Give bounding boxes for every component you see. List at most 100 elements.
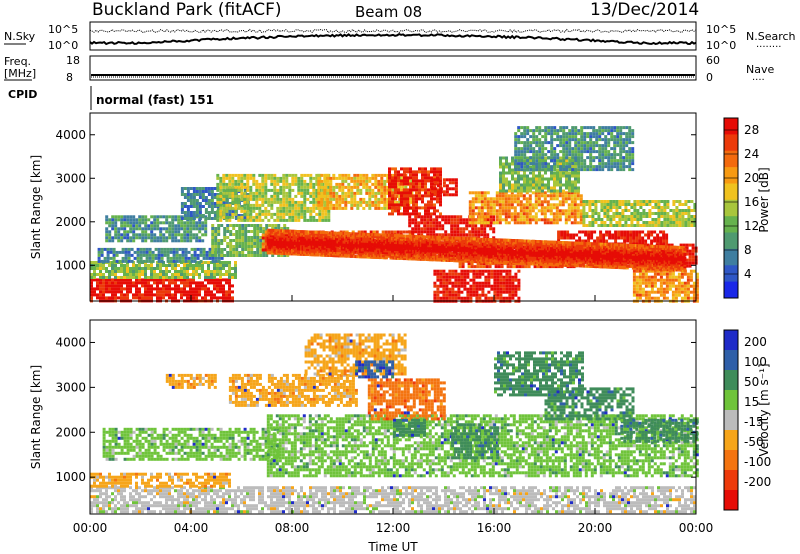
heatmap-cell	[214, 233, 217, 236]
heatmap-cell	[111, 284, 114, 287]
heatmap-cell	[312, 204, 315, 207]
heatmap-cell	[96, 284, 99, 287]
heatmap-cell	[99, 281, 102, 284]
heatmap-cell	[291, 204, 294, 207]
heatmap-cell	[159, 221, 162, 224]
heatmap-cell	[403, 194, 406, 197]
heatmap-cell	[105, 236, 108, 239]
heatmap-cell	[415, 212, 418, 215]
heatmap-cell	[232, 239, 235, 242]
heatmap-cell	[362, 183, 365, 186]
heatmap-cell	[270, 213, 273, 216]
heatmap-cell	[394, 179, 397, 182]
heatmap-cell	[244, 233, 247, 236]
heatmap-cell	[150, 267, 153, 270]
heatmap-cell	[285, 198, 288, 201]
heatmap-cell	[347, 201, 350, 204]
heatmap-cell	[168, 284, 171, 287]
heatmap-cell	[171, 264, 174, 267]
heatmap-cell	[141, 267, 144, 270]
heatmap-cell	[159, 264, 162, 267]
heatmap-cell	[199, 202, 202, 205]
heatmap-cell	[129, 218, 132, 221]
heatmap-cell	[192, 293, 195, 296]
heatmap-cell	[208, 199, 211, 202]
heatmap-cell	[205, 190, 208, 193]
heatmap-cell	[177, 287, 180, 290]
frequency-panel-frame	[90, 56, 696, 80]
heatmap-cell	[433, 273, 436, 276]
heatmap-cell	[225, 296, 228, 299]
heatmap-cell	[317, 201, 320, 204]
heatmap-cell	[347, 195, 350, 198]
heatmap-cell	[315, 219, 318, 222]
heatmap-cell	[279, 180, 282, 183]
heatmap-cell	[456, 233, 459, 236]
heatmap-cell	[456, 218, 459, 221]
heatmap-cell	[132, 230, 135, 233]
heatmap-cell	[486, 224, 489, 227]
heatmap-cell	[256, 251, 259, 254]
heatmap-cell	[388, 212, 391, 215]
heatmap-cell	[143, 254, 146, 257]
heatmap-cell	[253, 239, 256, 242]
heatmap-cell	[400, 212, 403, 215]
heatmap-cell	[99, 290, 102, 293]
heatmap-cell	[253, 224, 256, 227]
heatmap-cell	[317, 192, 320, 195]
heatmap-cell	[418, 182, 421, 185]
heatmap-cell	[383, 189, 386, 192]
heatmap-cell	[110, 251, 113, 254]
heatmap-cell	[411, 227, 414, 230]
heatmap-cell	[222, 198, 225, 201]
heatmap-cell	[326, 207, 329, 210]
heatmap-cell	[323, 207, 326, 210]
heatmap-cell	[165, 215, 168, 218]
heatmap-cell	[415, 176, 418, 179]
heatmap-cell	[406, 167, 409, 170]
heatmap-cell	[270, 207, 273, 210]
heatmap-cell	[356, 177, 359, 180]
heatmap-cell	[222, 273, 225, 276]
heatmap-cell	[249, 186, 252, 189]
heatmap-cell	[128, 254, 131, 257]
heatmap-cell	[453, 218, 456, 221]
heatmap-cell	[344, 174, 347, 177]
heatmap-cell	[190, 202, 193, 205]
heatmap-cell	[165, 290, 168, 293]
heatmap-cell	[433, 294, 436, 297]
heatmap-cell	[159, 233, 162, 236]
heatmap-cell	[193, 214, 196, 217]
heatmap-cell	[125, 260, 128, 263]
heatmap-cell	[256, 242, 259, 245]
heatmap-cell	[338, 195, 341, 198]
heatmap-cell	[150, 293, 153, 296]
heatmap-cell	[132, 281, 135, 284]
heatmap-cell	[153, 224, 156, 227]
heatmap-cell	[300, 207, 303, 210]
heatmap-cell	[165, 267, 168, 270]
heatmap-cell	[144, 227, 147, 230]
heatmap-cell	[183, 236, 186, 239]
heatmap-cell	[350, 186, 353, 189]
heatmap-cell	[168, 230, 171, 233]
heatmap-cell	[232, 227, 235, 230]
heatmap-cell	[198, 227, 201, 230]
heatmap-cell	[350, 195, 353, 198]
heatmap-cell	[117, 270, 120, 273]
heatmap-cell	[146, 254, 149, 257]
heatmap-cell	[216, 186, 219, 189]
heatmap-cell	[423, 227, 426, 230]
heatmap-cell	[150, 215, 153, 218]
heatmap-cell	[315, 213, 318, 216]
heatmap-cell	[388, 170, 391, 173]
heatmap-cell	[368, 180, 371, 183]
heatmap-cell	[158, 248, 161, 251]
heatmap-cell	[196, 199, 199, 202]
heatmap-cell	[198, 276, 201, 279]
heatmap-cell	[474, 224, 477, 227]
heatmap-cell	[262, 246, 265, 249]
heatmap-cell	[204, 287, 207, 290]
heatmap-cell	[184, 205, 187, 208]
heatmap-cell	[208, 217, 211, 220]
